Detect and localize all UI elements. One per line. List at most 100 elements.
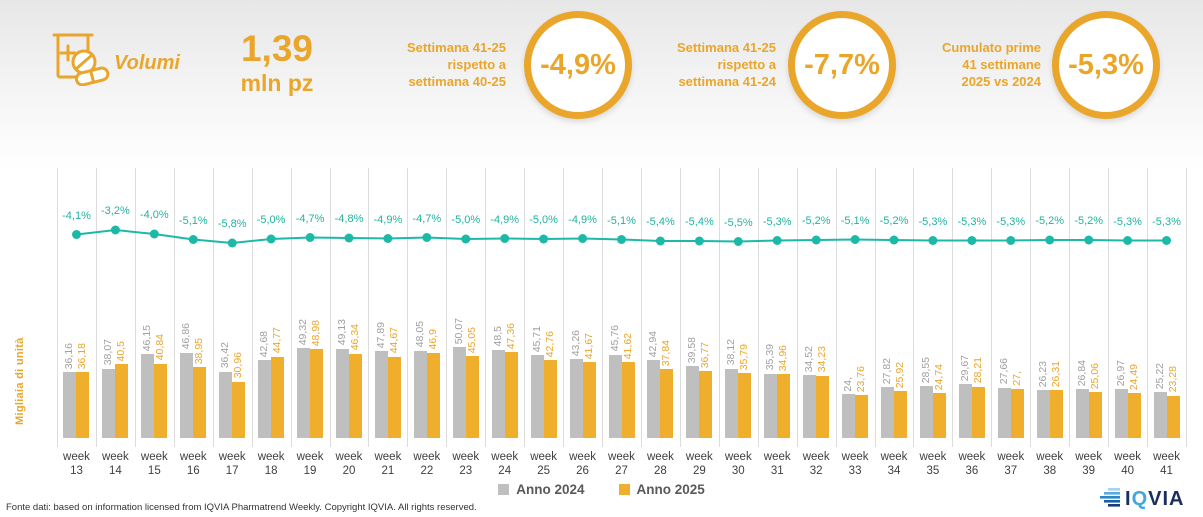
bar-value-label: 24,: [842, 376, 855, 392]
x-axis-label-week-35: week 35: [919, 451, 947, 477]
x-axis-label-week-23: week 23: [452, 451, 480, 477]
bar-value-label: 49,32: [297, 318, 310, 346]
line-point: [811, 235, 821, 245]
gridline: [874, 168, 876, 447]
bar-value-label: 36,18: [76, 342, 89, 370]
bar-value-label: 25,06: [1088, 363, 1101, 390]
bar-anno-2024-week-37: [997, 387, 1011, 438]
bar-value-label: 28,21: [971, 357, 984, 384]
line-value-label: -4,9%: [568, 213, 597, 226]
bar-value-label: 34,23: [816, 346, 829, 373]
bar-anno-2025-week-16: [193, 367, 207, 438]
bar-value-label: 46,34: [348, 324, 361, 351]
x-axis-label-week-27: week 27: [608, 451, 635, 477]
kpi-circle-cumulative: -5,3%: [1052, 11, 1160, 119]
gridline: [913, 168, 915, 447]
line-point: [266, 234, 276, 244]
bar-anno-2024-week-21: [374, 350, 388, 438]
bar-anno-2024-week-35: [919, 386, 933, 438]
bar-anno-2025-week-29: [699, 371, 713, 438]
bar-value-label: 35,39: [764, 344, 777, 371]
gridline: [368, 168, 370, 447]
gridline: [446, 168, 448, 447]
x-axis-label-week-16: week 16: [179, 451, 207, 477]
x-axis-label-week-21: week 21: [374, 451, 402, 477]
metric-title: Volumi: [114, 52, 180, 74]
gridline: [95, 168, 97, 447]
bar-anno-2025-week-31: [777, 374, 791, 438]
bar-anno-2024-week-33: [842, 394, 856, 438]
bar-anno-2024-week-30: [725, 368, 739, 438]
total-volume: 1,39 mln pz: [218, 28, 336, 96]
x-axis-label-week-17: week 17: [218, 451, 246, 477]
bar-anno-2024-week-36: [958, 384, 972, 438]
x-axis-label-week-28: week 28: [647, 451, 674, 477]
gridline: [835, 168, 837, 447]
bar-value-label: 45,05: [465, 326, 478, 353]
line-point: [500, 234, 510, 243]
line-value-label: -5,4%: [646, 216, 675, 228]
gridline: [952, 168, 954, 447]
bar-value-label: 30,96: [232, 352, 245, 379]
x-axis-label-week-33: week 33: [841, 451, 869, 477]
line-value-label: -5,3%: [957, 215, 987, 228]
x-axis-label-week-37: week 37: [997, 451, 1025, 477]
line-point: [967, 236, 977, 245]
bar-anno-2025-week-19: [310, 348, 324, 438]
bar-value-label: 40,5: [115, 340, 128, 362]
line-point: [422, 233, 432, 242]
kpi-label-week-vs-prev-year: Settimana 41-25 rispetto a settimana 41-…: [677, 40, 776, 89]
bar-value-label: 40,84: [154, 334, 167, 361]
bar-anno-2025-week-36: [971, 386, 985, 438]
gridline: [524, 168, 526, 447]
svg-text:IQVIA: IQVIA: [1125, 488, 1184, 510]
x-axis-label-week-13: week 13: [63, 451, 90, 477]
y-axis-title: Migliaia di unità: [14, 337, 26, 425]
legend-label-2025: Anno 2025: [636, 482, 705, 497]
bar-anno-2024-week-24: [491, 349, 505, 438]
line-point: [694, 236, 704, 246]
x-axis-label-week-14: week 14: [101, 451, 129, 477]
bar-anno-2025-week-35: [932, 393, 946, 438]
gridline: [1030, 168, 1032, 447]
gridline: [1108, 168, 1110, 447]
x-axis-label-week-15: week 15: [140, 451, 168, 477]
line-point: [110, 225, 120, 235]
kpi-value: -5,3%: [1068, 48, 1144, 81]
line-point: [1084, 235, 1094, 245]
line-point: [461, 234, 471, 244]
x-axis-label-week-24: week 24: [491, 451, 519, 477]
bar-value-label: 48,05: [413, 321, 426, 348]
chart-legend: Anno 2024 Anno 2025: [0, 482, 1203, 497]
line-point: [227, 238, 237, 248]
bar-value-label: 36,16: [63, 342, 76, 370]
legend-label-2024: Anno 2024: [516, 482, 585, 497]
bar-anno-2025-week-27: [621, 362, 635, 438]
bar-value-label: 29,67: [958, 354, 971, 381]
gridline: [485, 168, 487, 447]
bar-value-label: 47,36: [504, 322, 517, 349]
line-value-label: -5,3%: [1113, 215, 1142, 228]
x-axis-label-week-18: week 18: [257, 451, 285, 477]
line-value-label: -5,3%: [1152, 215, 1181, 228]
line-value-label: -5,2%: [801, 215, 831, 227]
x-axis-label-week-32: week 32: [802, 451, 830, 477]
line-value-label: -5,8%: [217, 218, 247, 230]
kpi-value: -7,7%: [804, 48, 880, 81]
bar-anno-2025-week-34: [894, 390, 908, 438]
kpi-circle-week-vs-prev-week: -4,9%: [524, 11, 632, 119]
bar-value-label: 44,77: [271, 327, 284, 354]
bar-value-label: 46,86: [180, 323, 193, 350]
bar-value-label: 37,84: [660, 339, 673, 367]
x-axis-label-week-29: week 29: [685, 451, 713, 477]
bar-anno-2024-week-15: [141, 354, 155, 438]
bar-value-label: 23,76: [855, 365, 868, 392]
bar-anno-2024-week-13: [63, 372, 77, 438]
x-axis-label-week-39: week 39: [1075, 451, 1103, 477]
gridline: [1147, 168, 1149, 447]
kpi-value: -4,9%: [540, 48, 616, 81]
x-axis-label-week-41: week 41: [1153, 451, 1180, 477]
bar-anno-2025-week-26: [582, 362, 596, 438]
pharmacy-volumes-icon: [46, 24, 110, 91]
bar-anno-2024-week-25: [530, 354, 544, 438]
